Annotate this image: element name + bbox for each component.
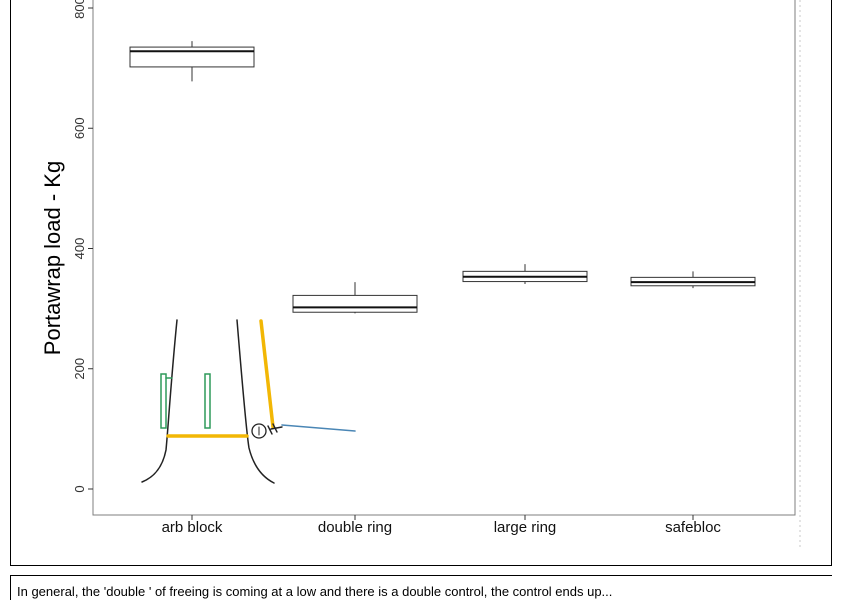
box-arb-block — [129, 41, 255, 82]
plot-panel — [92, 0, 796, 516]
sketch-yellow-line — [259, 319, 275, 429]
y-tick-label: 0 — [72, 485, 87, 492]
sketch-pulley — [251, 423, 267, 439]
box-safebloc — [630, 271, 756, 289]
box-large-ring — [462, 264, 588, 284]
sketch-green-pad-left — [160, 373, 167, 429]
y-tick-label: 600 — [72, 117, 87, 139]
y-tick-label: 400 — [72, 238, 87, 260]
boxplot-chart: 0 200 400 600 800 arb block double ring large … — [40, 0, 801, 548]
box-iqr — [292, 294, 418, 313]
y-axis-title: Portawrap load - Kg — [40, 161, 65, 355]
box-iqr — [129, 46, 255, 68]
box-series — [129, 41, 756, 314]
x-tick-label: double ring — [318, 519, 392, 536]
sketch-right-tree-line — [236, 319, 275, 484]
sketch-portawrap — [267, 423, 283, 435]
x-axis: arb block double ring large ring safebloc — [162, 515, 721, 536]
box-double-ring — [292, 282, 418, 314]
y-tick-label: 800 — [72, 0, 87, 19]
x-tick-label: large ring — [494, 519, 557, 536]
figure-frame — [10, 0, 832, 566]
y-tick-label: 200 — [72, 358, 87, 380]
x-tick-label: safebloc — [665, 519, 721, 536]
sketch-left-tree-line — [141, 319, 178, 483]
sketch-blue-rope — [281, 424, 356, 432]
sketch-overlay — [141, 319, 356, 484]
caption-text: In general, the 'double ' of freeing is … — [10, 575, 832, 600]
sketch-green-pad-right — [204, 373, 211, 429]
x-tick-label: arb block — [162, 519, 223, 536]
y-axis: 0 200 400 600 800 — [72, 0, 93, 493]
